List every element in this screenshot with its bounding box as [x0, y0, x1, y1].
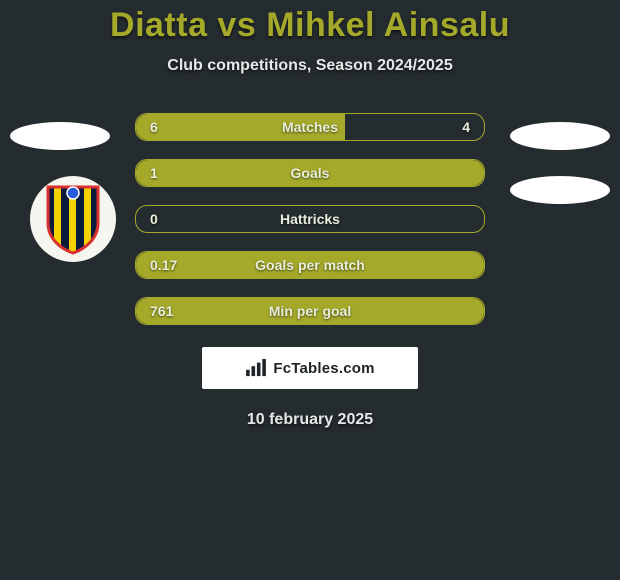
stats-list: 6 Matches 4 1 Goals 0 Hattricks 0.17 Goals per m… [0, 113, 620, 325]
date-text: 10 february 2025 [247, 411, 373, 429]
stat-value-left: 761 [150, 303, 173, 319]
stat-value-right: 4 [462, 119, 470, 135]
stat-row: 0.17 Goals per match [135, 251, 485, 279]
stat-value-left: 1 [150, 165, 158, 181]
stat-row: 0 Hattricks [135, 205, 485, 233]
stat-row: 761 Min per goal [135, 297, 485, 325]
stat-label: Matches [282, 119, 338, 135]
stat-value-left: 0 [150, 211, 158, 227]
subtitle: Club competitions, Season 2024/2025 [167, 57, 452, 75]
page-title: Diatta vs Mihkel Ainsalu [110, 6, 510, 45]
stat-label: Hattricks [280, 211, 340, 227]
stat-label: Goals [291, 165, 330, 181]
stat-label: Goals per match [255, 257, 365, 273]
stat-row: 6 Matches 4 [135, 113, 485, 141]
stat-label: Min per goal [269, 303, 351, 319]
fctables-badge: FcTables.com [202, 347, 418, 389]
stat-row: 1 Goals [135, 159, 485, 187]
bar-chart-icon [245, 359, 267, 377]
fctables-label: FcTables.com [273, 360, 374, 377]
stat-value-left: 0.17 [150, 257, 177, 273]
comparison-infographic: Diatta vs Mihkel Ainsalu Club competitio… [0, 0, 620, 580]
stat-value-left: 6 [150, 119, 158, 135]
